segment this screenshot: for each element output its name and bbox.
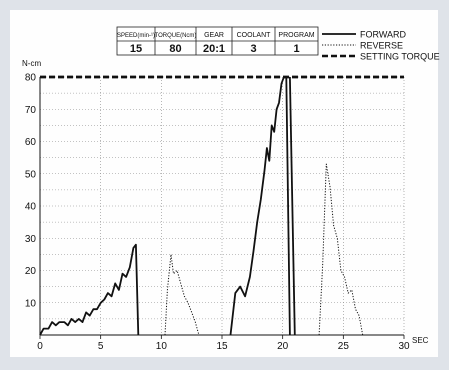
coolant-value: 3: [250, 43, 256, 55]
y-tick-label: 50: [25, 169, 37, 180]
speed-value: 15: [130, 43, 142, 55]
x-axis-label: SEC: [412, 336, 429, 345]
axes: [39, 77, 405, 339]
y-axis-label: N-cm: [22, 59, 41, 68]
program-value: 1: [293, 43, 299, 55]
legend-setting-label: SETTING TORQUE: [360, 52, 440, 62]
legend-reverse-label: REVERSE: [360, 41, 403, 51]
torque-header: TORQUE(Ncm): [155, 33, 197, 39]
coolant-header: COOLANT: [237, 32, 272, 39]
gear-value: 20:1: [203, 43, 225, 55]
reverse-line-segment: [318, 163, 364, 336]
series: [39, 75, 404, 336]
x-tick-label: 20: [277, 341, 289, 352]
panel-background: [10, 10, 438, 357]
torque-value: 80: [169, 43, 181, 55]
forward-line-segment: [229, 76, 291, 336]
x-tick-label: 5: [98, 341, 104, 352]
x-tick-label: 15: [216, 341, 228, 352]
y-tick-label: 30: [25, 234, 37, 245]
x-tick-label: 30: [398, 341, 410, 352]
y-tick-label: 70: [25, 105, 37, 116]
forward-line-segment: [39, 243, 140, 336]
y-tick-label: 10: [25, 298, 37, 309]
speed-header: SPEED(min-¹): [117, 33, 155, 39]
x-tick-label: 0: [37, 341, 43, 352]
program-header: PROGRAM: [278, 32, 314, 39]
settings-table: SPEED(min-¹) TORQUE(Ncm) GEAR COOLANT PR…: [116, 26, 319, 56]
forward-line-segment: [289, 76, 296, 336]
legend: FORWARD REVERSE SETTING TORQUE: [322, 30, 440, 62]
tick-labels: 0 5 10 15 20 25 30 10 20 30 40 50 60 70 80: [25, 73, 410, 353]
gear-header: GEAR: [204, 32, 224, 39]
y-tick-label: 80: [25, 73, 37, 84]
y-tick-label: 40: [25, 202, 37, 213]
reverse-line-segment: [164, 253, 200, 336]
legend-forward-label: FORWARD: [360, 30, 406, 40]
y-tick-label: 60: [25, 137, 37, 148]
x-tick-label: 25: [338, 341, 350, 352]
x-tick-label: 10: [156, 341, 168, 352]
y-tick-label: 20: [25, 266, 37, 277]
